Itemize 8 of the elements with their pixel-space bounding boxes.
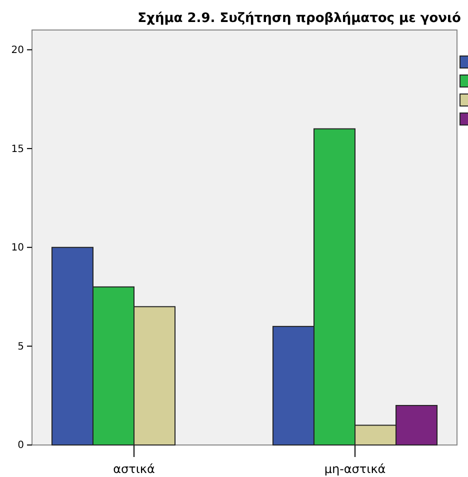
y-tick-label: 5 (18, 341, 24, 352)
y-tick-label: 10 (11, 242, 24, 254)
y-tick-label: 0 (18, 440, 24, 452)
x-tick-label: μη-αστικά (324, 462, 386, 476)
x-tick-label: αστικά (113, 462, 155, 476)
y-tick-label: 20 (11, 44, 24, 56)
chart-title: Σχήμα 2.9. Συζήτηση προβλήματος με γονιό (138, 11, 462, 26)
y-tick-label: 15 (11, 144, 24, 155)
